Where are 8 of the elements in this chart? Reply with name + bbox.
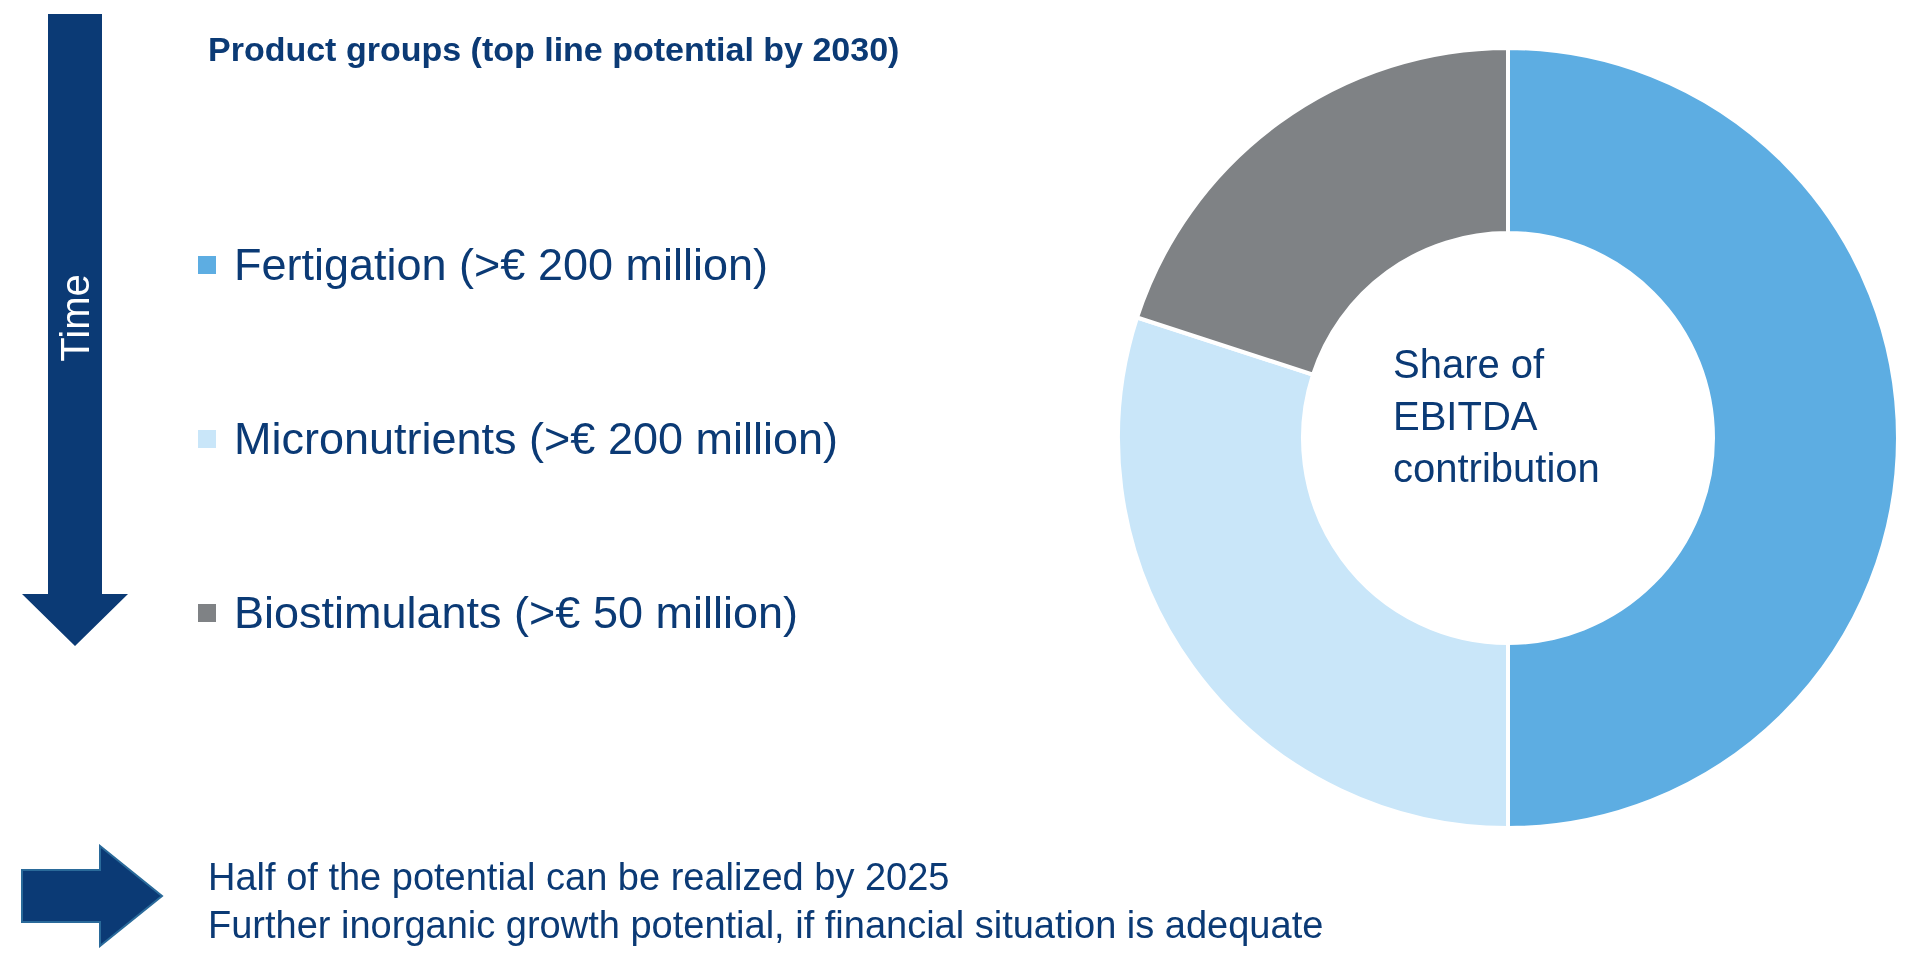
text: Time [52,274,98,362]
text: Share of EBITDA contribution [1393,341,1601,492]
text: Further inorganic growth potential, if financial situation is adequate [208,902,1324,948]
legend-label: Fertigation (>€ 200 million) [234,239,769,291]
legend-label: Biostimulants (>€ 50 million) [234,587,798,639]
legend-label: Micronutrients (>€ 200 million) [234,413,838,465]
chart-title: Product groups (top line potential by 2030) [208,30,900,69]
text: Half of the potential can be realized by 2025 [208,855,951,900]
